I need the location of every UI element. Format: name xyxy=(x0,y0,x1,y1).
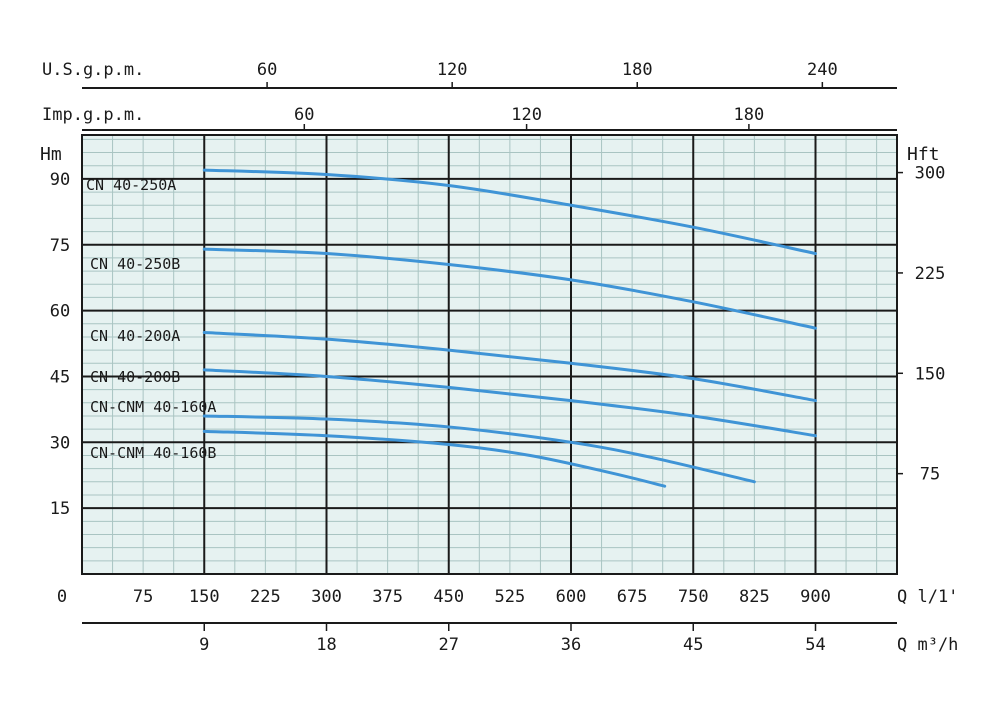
pump-curve-line xyxy=(202,368,817,438)
x-tick-label-m3h: 36 xyxy=(561,635,581,655)
x-tick-label-usgpm: 180 xyxy=(622,60,653,80)
pump-curve-line xyxy=(202,331,817,403)
x-tick-label-usgpm: 240 xyxy=(807,60,838,80)
x-tick-label-usgpm: 120 xyxy=(437,60,468,80)
y-tick-label-hm: 15 xyxy=(50,499,70,519)
usgpm-axis-title: U.S.g.p.m. xyxy=(42,60,144,80)
y-tick-label-hft: 75 xyxy=(920,465,940,485)
x-tick-label-usgpm: 60 xyxy=(257,60,277,80)
x-tick-label-lpm: 675 xyxy=(617,587,648,607)
pump-curve-line xyxy=(202,414,756,484)
x-tick-label-lpm: 0 xyxy=(57,587,67,607)
x-tick-label-lpm: 225 xyxy=(250,587,281,607)
y-tick-label-hm: 90 xyxy=(50,170,70,190)
x-tick-label-lpm: 375 xyxy=(372,587,403,607)
x-tick-label-m3h: 27 xyxy=(439,635,459,655)
x-tick-label-lpm: 600 xyxy=(556,587,587,607)
pump-curve-line xyxy=(202,247,817,330)
x-tick-label-lpm: 750 xyxy=(678,587,709,607)
tick-labels: 0 75 150 225 300 375 450 525 600 675 750 825 900 9 18 2… xyxy=(50,60,946,655)
y-tick-label-hm: 45 xyxy=(50,367,70,387)
y-tick-label-hft: 225 xyxy=(915,264,946,284)
x-tick-label-lpm: 300 xyxy=(311,587,342,607)
x-tick-label-lpm: 900 xyxy=(800,587,831,607)
series-label: CN 40-250B xyxy=(90,255,180,273)
series-label: CN 40-250A xyxy=(86,176,176,194)
series-label: CN-CNM 40-160A xyxy=(90,398,216,416)
x-axis-lpm-title: Q l/1' xyxy=(897,587,958,607)
x-tick-label-m3h: 18 xyxy=(316,635,336,655)
y-axis-right-title: Hft xyxy=(907,144,940,165)
x-tick-label-lpm: 75 xyxy=(133,587,153,607)
y-tick-label-hft: 300 xyxy=(915,164,946,184)
pump-curve-line xyxy=(202,168,817,256)
x-tick-label-lpm: 525 xyxy=(495,587,526,607)
axis-titles: U.S.g.p.m. Imp.g.p.m. Hm Hft Q l/1' Q m³/h xyxy=(40,60,958,655)
x-tick-label-impgpm: 120 xyxy=(511,105,542,125)
y-axis-left-title: Hm xyxy=(40,144,62,165)
plot-frame xyxy=(81,134,898,575)
x-tick-label-lpm: 450 xyxy=(433,587,464,607)
series-label: CN 40-200A xyxy=(90,327,180,345)
x-tick-label-lpm: 150 xyxy=(189,587,220,607)
x-tick-label-m3h: 9 xyxy=(199,635,209,655)
series-label: CN-CNM 40-160B xyxy=(90,444,216,462)
x-tick-label-m3h: 45 xyxy=(683,635,703,655)
pump-curves: CN 40-250A CN 40-250B CN 40-200A CN 40-200B… xyxy=(86,168,817,488)
y-tick-label-hm: 60 xyxy=(50,302,70,322)
x-tick-label-impgpm: 60 xyxy=(294,105,314,125)
impgpm-axis-title: Imp.g.p.m. xyxy=(42,105,144,125)
y-tick-label-hm: 30 xyxy=(50,433,70,453)
x-tick-label-impgpm: 180 xyxy=(734,105,765,125)
series-label: CN 40-200B xyxy=(90,368,180,386)
x-tick-label-lpm: 825 xyxy=(739,587,770,607)
y-tick-label-hft: 150 xyxy=(915,364,946,384)
x-axis-m3h-title: Q m³/h xyxy=(897,635,958,655)
x-tick-label-m3h: 54 xyxy=(805,635,825,655)
y-tick-label-hm: 75 xyxy=(50,236,70,256)
pump-curve-line xyxy=(202,429,667,488)
